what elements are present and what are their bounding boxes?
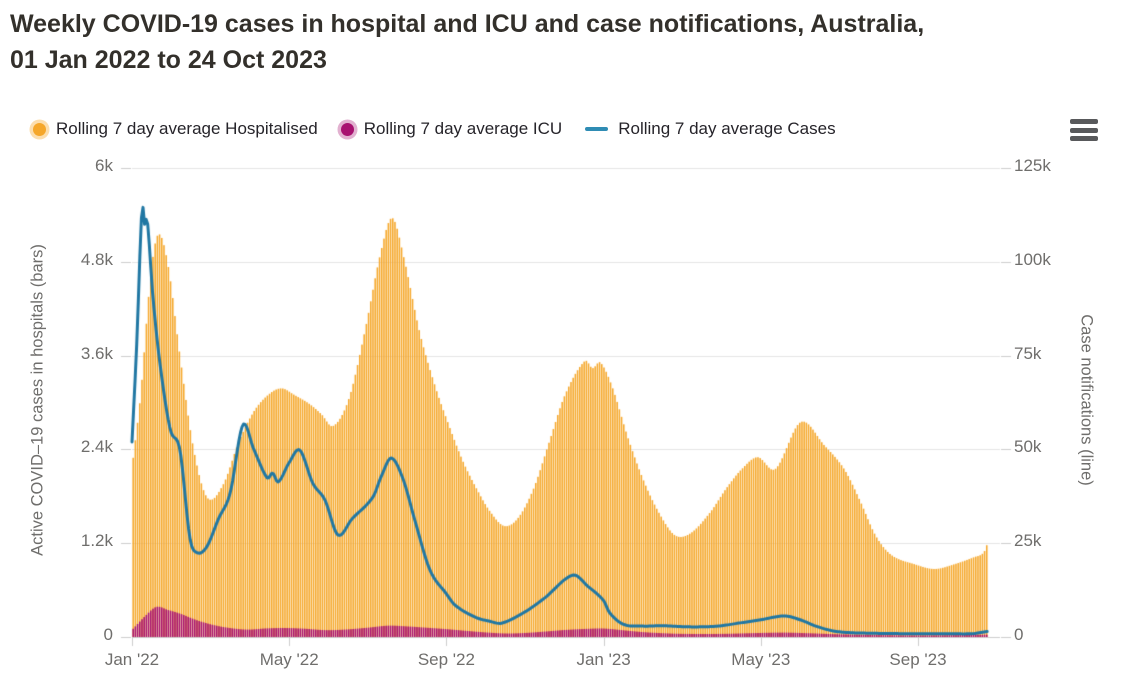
x-axis-tick-label: Jan '22 xyxy=(104,650,160,669)
export-menu-button[interactable] xyxy=(1070,117,1100,143)
y-axis-right-tick-label: 75k xyxy=(1014,343,1042,363)
hamburger-icon xyxy=(1070,127,1098,133)
x-axis-tick-label: Jan '23 xyxy=(576,650,631,669)
y-axis-right-tick-label: 50k xyxy=(1014,437,1042,457)
y-axis-left-tick-label: 0 xyxy=(103,625,113,644)
x-axis-tick-label: May '22 xyxy=(259,650,319,669)
y-axis-left-tick-label: 2.4k xyxy=(80,437,113,457)
legend-item-cases[interactable]: Rolling 7 day average Cases xyxy=(585,119,836,139)
chart-title-line1: Weekly COVID-19 cases in hospital and IC… xyxy=(10,10,925,38)
x-axis-tick-label: Sep '23 xyxy=(889,650,947,669)
y-axis-right-tick-label: 100k xyxy=(1014,249,1051,269)
legend-label-cases: Rolling 7 day average Cases xyxy=(618,119,836,138)
y-axis-right-tick-label: 0 xyxy=(1014,625,1024,644)
y-axis-right-tick-label: 25k xyxy=(1014,531,1042,551)
hospitalised-swatch-icon xyxy=(33,122,46,136)
cases-line-swatch-icon xyxy=(585,127,609,131)
legend-item-icu[interactable]: Rolling 7 day average ICU xyxy=(340,119,563,139)
y-axis-left-tick-label: 6k xyxy=(95,156,113,175)
chart-title: Weekly COVID-19 cases in hospital and IC… xyxy=(10,6,1114,78)
legend-label-icu: Rolling 7 day average ICU xyxy=(363,119,563,138)
legend: Rolling 7 day average Hospitalised Rolli… xyxy=(33,119,836,139)
right-axis-title: Case notifications (line) xyxy=(1077,314,1096,486)
legend-item-hospitalised[interactable]: Rolling 7 day average Hospitalised xyxy=(33,119,318,139)
y-axis-left-tick-label: 4.8k xyxy=(80,249,113,269)
left-axis-title: Active COVID–19 cases in hospitals (bars… xyxy=(28,244,47,556)
y-axis-left-tick-label: 1.2k xyxy=(80,531,113,551)
chart-title-line2: 01 Jan 2022 to 24 Oct 2023 xyxy=(10,46,327,74)
y-axis-right-tick-label: 125k xyxy=(1014,156,1051,175)
x-axis-tick-label: Sep '22 xyxy=(417,650,475,669)
x-axis-tick-label: May '23 xyxy=(731,650,791,669)
hamburger-icon xyxy=(1070,136,1098,141)
legend-label-hospitalised: Rolling 7 day average Hospitalised xyxy=(56,119,318,138)
hamburger-icon xyxy=(1070,119,1098,124)
icu-swatch-icon xyxy=(340,122,354,136)
y-axis-left-tick-label: 3.6k xyxy=(80,343,113,363)
